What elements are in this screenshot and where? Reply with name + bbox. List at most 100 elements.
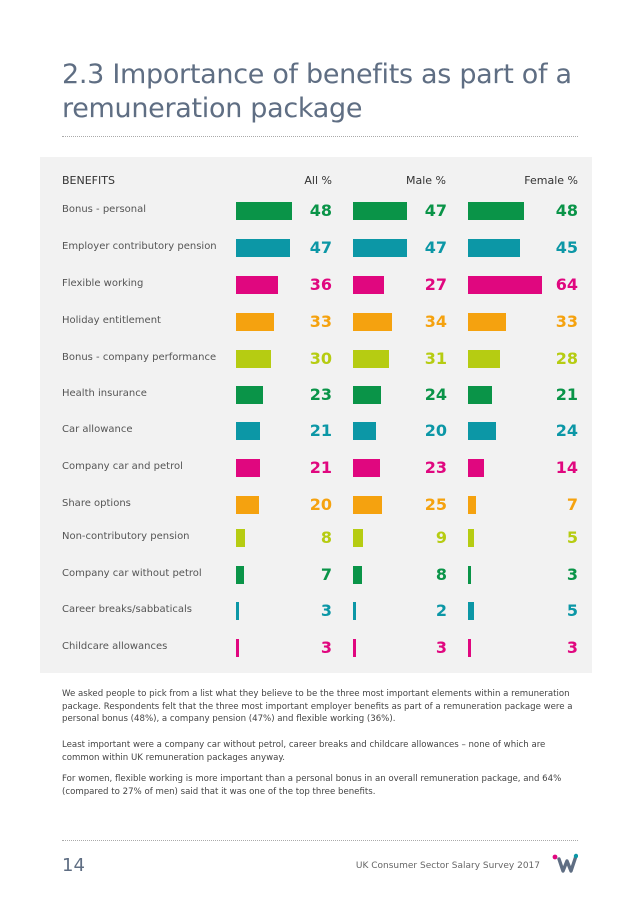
bar-female-employer-contributory-pension bbox=[468, 239, 520, 257]
value-female-career-breaks-sabbaticals: 5 bbox=[566, 601, 578, 620]
bar-male-employer-contributory-pension bbox=[353, 239, 407, 257]
bar-all-non-contributory-pension bbox=[236, 529, 245, 547]
bar-female-holiday-entitlement bbox=[468, 313, 506, 331]
row-label-holiday-entitlement: Holiday entitlement bbox=[62, 315, 161, 326]
bar-male-bonus-company-performance bbox=[353, 350, 389, 368]
bottom-dotted-divider bbox=[62, 840, 578, 841]
bar-all-flexible-working bbox=[236, 276, 278, 294]
row-label-bonus-personal: Bonus - personal bbox=[62, 204, 147, 215]
bar-male-flexible-working bbox=[353, 276, 384, 294]
row-label-employer-contributory-pension: Employer contributory pension bbox=[62, 241, 217, 252]
value-male-childcare-allowances: 3 bbox=[435, 638, 447, 657]
bar-female-bonus-personal bbox=[468, 202, 524, 220]
value-female-non-contributory-pension: 5 bbox=[566, 528, 578, 547]
value-male-holiday-entitlement: 34 bbox=[424, 312, 447, 331]
body-paragraph-1: We asked people to pick from a list what… bbox=[62, 689, 573, 724]
body-paragraph-2: Least important were a company car witho… bbox=[62, 740, 546, 763]
bar-male-company-car-without-petrol bbox=[353, 566, 362, 584]
bar-male-childcare-allowances bbox=[353, 639, 356, 657]
bar-female-health-insurance bbox=[468, 386, 492, 404]
page-title: 2.3 Importance of benefits as part of a … bbox=[62, 58, 602, 126]
bar-male-car-allowance bbox=[353, 422, 376, 440]
bar-male-career-breaks-sabbaticals bbox=[353, 602, 356, 620]
value-male-employer-contributory-pension: 47 bbox=[424, 238, 447, 257]
bar-all-bonus-personal bbox=[236, 202, 292, 220]
value-male-flexible-working: 27 bbox=[424, 275, 447, 294]
bar-female-career-breaks-sabbaticals bbox=[468, 602, 474, 620]
value-male-bonus-company-performance: 31 bbox=[424, 349, 447, 368]
value-female-company-car-and-petrol: 14 bbox=[555, 458, 578, 477]
bar-female-car-allowance bbox=[468, 422, 496, 440]
bar-male-holiday-entitlement bbox=[353, 313, 392, 331]
value-female-employer-contributory-pension: 45 bbox=[555, 238, 578, 257]
row-label-career-breaks-sabbaticals: Career breaks/sabbaticals bbox=[62, 604, 192, 615]
page-title-line2: remuneration package bbox=[62, 93, 363, 124]
row-label-non-contributory-pension: Non-contributory pension bbox=[62, 531, 190, 542]
row-label-company-car-without-petrol: Company car without petrol bbox=[62, 568, 202, 579]
bar-all-company-car-and-petrol bbox=[236, 459, 260, 477]
value-all-non-contributory-pension: 8 bbox=[320, 528, 332, 547]
value-all-share-options: 20 bbox=[309, 495, 332, 514]
bar-male-company-car-and-petrol bbox=[353, 459, 380, 477]
value-male-health-insurance: 24 bbox=[424, 385, 447, 404]
value-all-bonus-personal: 48 bbox=[309, 201, 332, 220]
value-male-share-options: 25 bbox=[424, 495, 447, 514]
value-female-flexible-working: 64 bbox=[555, 275, 578, 294]
bar-all-company-car-without-petrol bbox=[236, 566, 244, 584]
value-female-holiday-entitlement: 33 bbox=[555, 312, 578, 331]
value-all-car-allowance: 21 bbox=[309, 421, 332, 440]
value-female-health-insurance: 21 bbox=[555, 385, 578, 404]
value-all-company-car-and-petrol: 21 bbox=[309, 458, 332, 477]
bar-female-flexible-working bbox=[468, 276, 542, 294]
value-all-childcare-allowances: 3 bbox=[320, 638, 332, 657]
bar-all-career-breaks-sabbaticals bbox=[236, 602, 239, 620]
row-label-bonus-company-performance: Bonus - company performance bbox=[62, 352, 217, 363]
row-label-share-options: Share options bbox=[62, 498, 131, 509]
header-female: Female % bbox=[524, 174, 578, 187]
footer-text: UK Consumer Sector Salary Survey 2017 bbox=[355, 861, 540, 871]
value-male-company-car-without-petrol: 8 bbox=[435, 565, 447, 584]
value-all-bonus-company-performance: 30 bbox=[309, 349, 332, 368]
bar-all-employer-contributory-pension bbox=[236, 239, 290, 257]
bar-all-car-allowance bbox=[236, 422, 260, 440]
brand-logo-icon bbox=[552, 853, 578, 873]
value-female-childcare-allowances: 3 bbox=[566, 638, 578, 657]
bar-male-bonus-personal bbox=[353, 202, 407, 220]
bar-all-share-options bbox=[236, 496, 259, 514]
value-male-non-contributory-pension: 9 bbox=[435, 528, 447, 547]
bar-female-childcare-allowances bbox=[468, 639, 471, 657]
bar-all-childcare-allowances bbox=[236, 639, 239, 657]
value-female-bonus-company-performance: 28 bbox=[555, 349, 578, 368]
bar-all-holiday-entitlement bbox=[236, 313, 274, 331]
value-all-flexible-working: 36 bbox=[309, 275, 332, 294]
page-title-line1: 2.3 Importance of benefits as part of a bbox=[62, 59, 572, 90]
row-label-car-allowance: Car allowance bbox=[62, 424, 133, 435]
value-female-company-car-without-petrol: 3 bbox=[566, 565, 578, 584]
value-female-share-options: 7 bbox=[566, 495, 578, 514]
row-label-company-car-and-petrol: Company car and petrol bbox=[62, 461, 183, 472]
row-label-health-insurance: Health insurance bbox=[62, 388, 147, 399]
bar-male-share-options bbox=[353, 496, 382, 514]
bar-male-health-insurance bbox=[353, 386, 381, 404]
bar-female-share-options bbox=[468, 496, 476, 514]
body-paragraph-3: For women, flexible working is more impo… bbox=[62, 774, 562, 797]
top-dotted-divider bbox=[62, 136, 578, 137]
value-all-career-breaks-sabbaticals: 3 bbox=[320, 601, 332, 620]
value-all-company-car-without-petrol: 7 bbox=[320, 565, 332, 584]
value-female-bonus-personal: 48 bbox=[555, 201, 578, 220]
header-male: Male % bbox=[405, 174, 446, 187]
value-male-bonus-personal: 47 bbox=[424, 201, 447, 220]
bar-all-bonus-company-performance bbox=[236, 350, 271, 368]
value-all-employer-contributory-pension: 47 bbox=[309, 238, 332, 257]
value-male-company-car-and-petrol: 23 bbox=[424, 458, 447, 477]
bar-male-non-contributory-pension bbox=[353, 529, 363, 547]
bar-female-non-contributory-pension bbox=[468, 529, 474, 547]
bar-female-company-car-and-petrol bbox=[468, 459, 484, 477]
row-label-flexible-working: Flexible working bbox=[62, 278, 144, 289]
bar-all-health-insurance bbox=[236, 386, 263, 404]
value-female-car-allowance: 24 bbox=[555, 421, 578, 440]
bar-female-company-car-without-petrol bbox=[468, 566, 471, 584]
value-all-holiday-entitlement: 33 bbox=[309, 312, 332, 331]
header-all: All % bbox=[304, 174, 332, 187]
bar-female-bonus-company-performance bbox=[468, 350, 500, 368]
